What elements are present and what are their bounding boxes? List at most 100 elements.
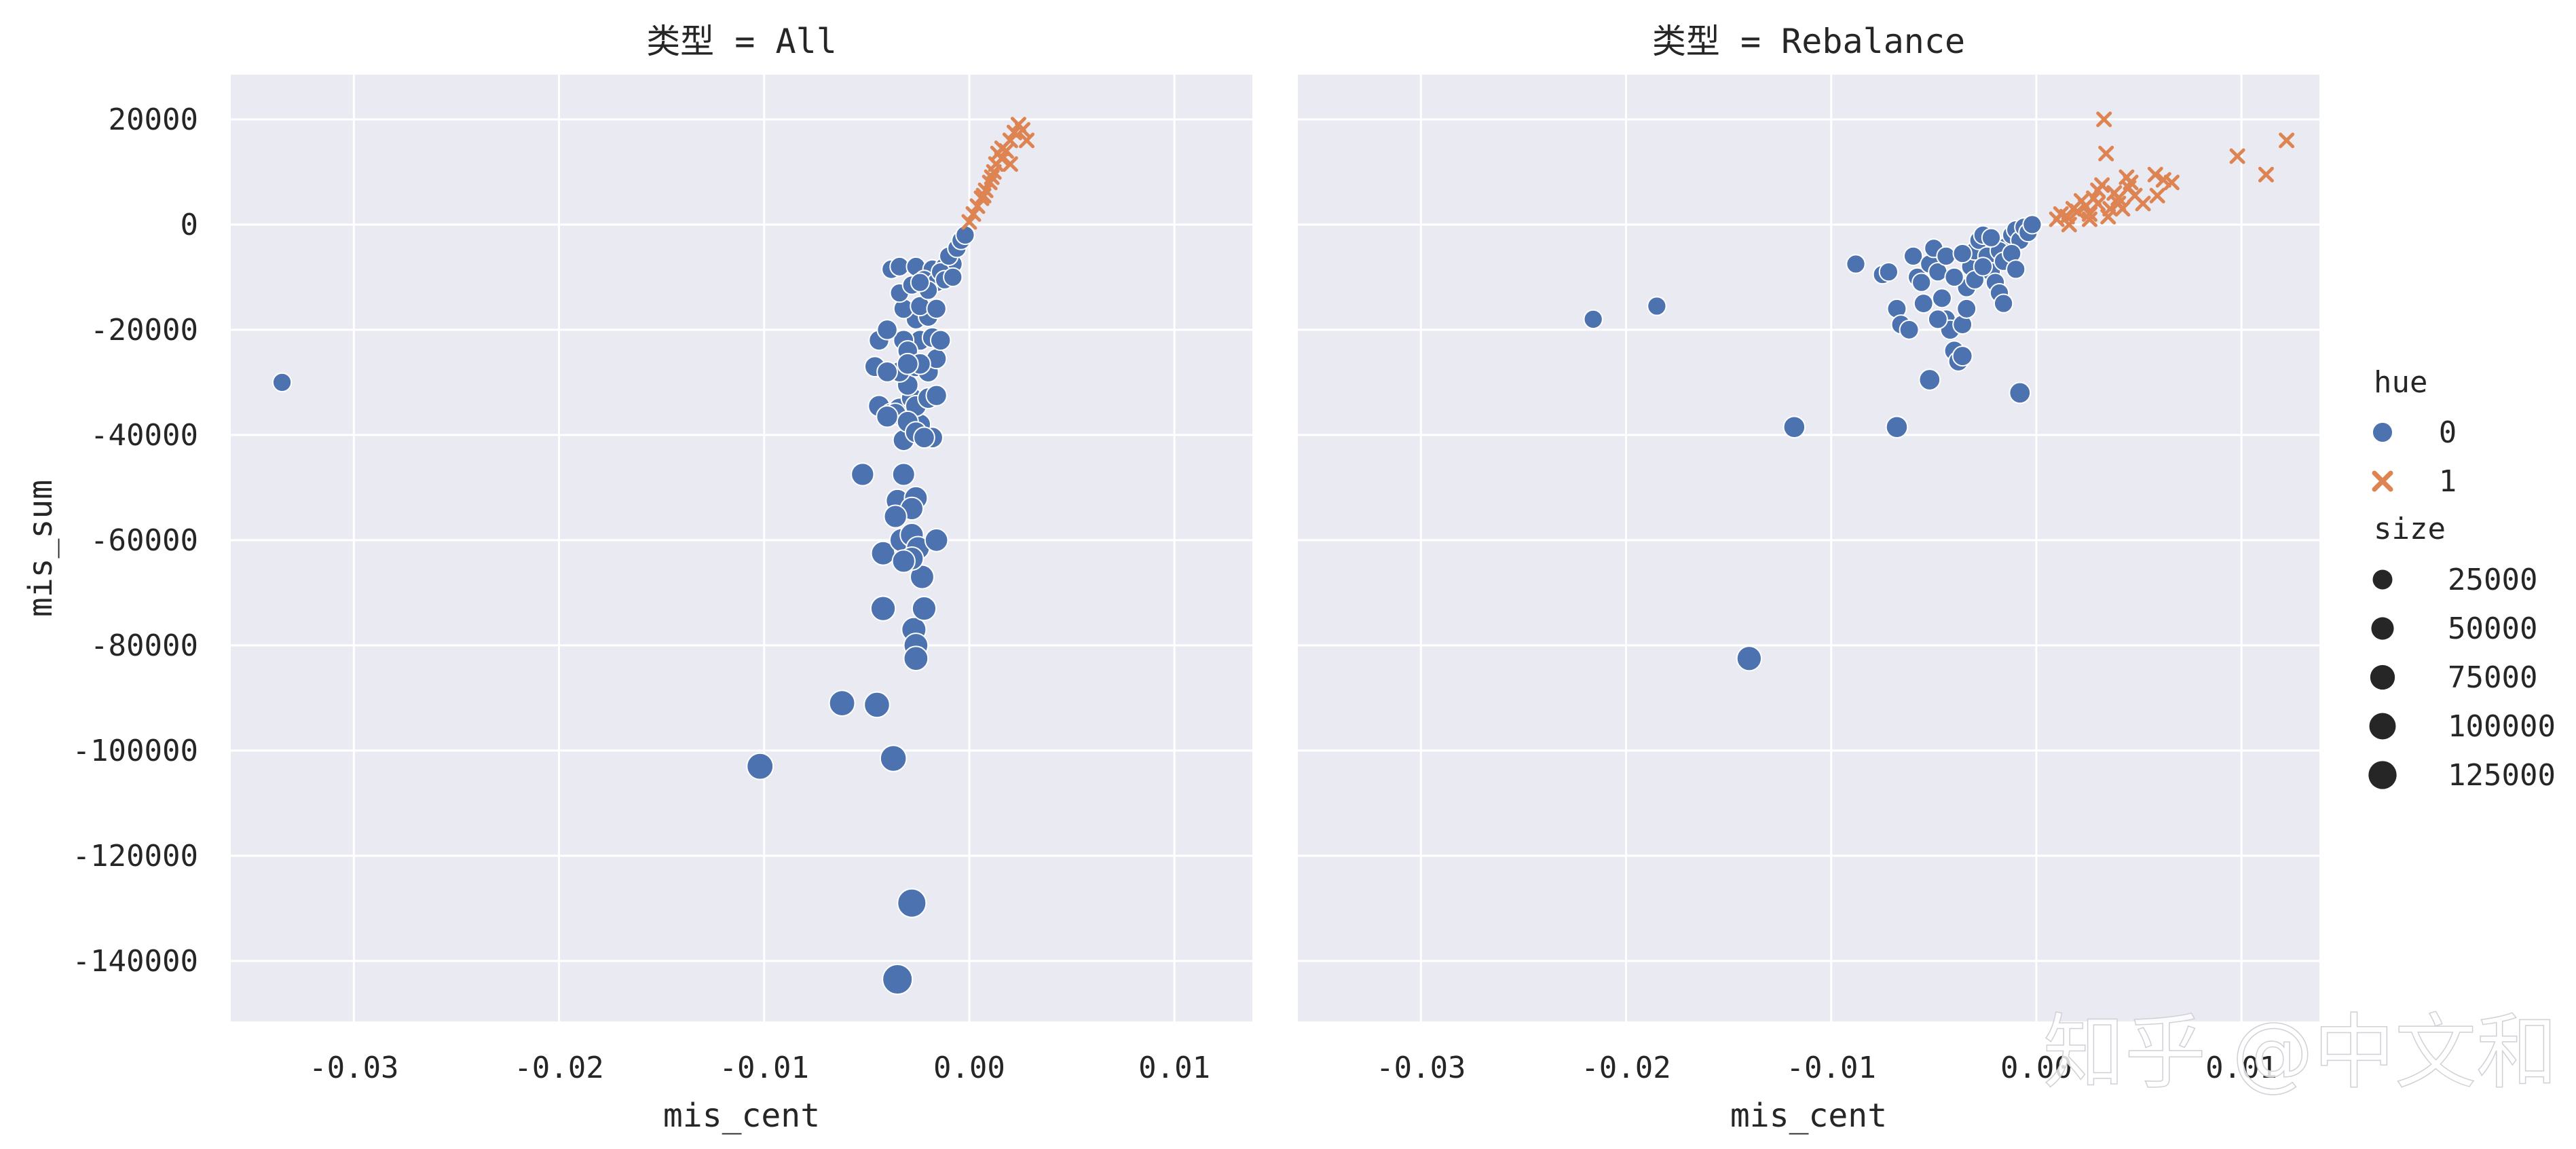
x-marker-stroke [2372, 470, 2393, 492]
x-tick-label: -0.02 [514, 1051, 603, 1085]
data-point-hue-0 [1952, 243, 1973, 264]
data-point-hue-0 [876, 319, 898, 341]
y-tick-label: -140000 [73, 944, 198, 979]
grid-lines [231, 75, 1252, 1021]
x-marker-stroke [2069, 204, 2085, 219]
x-tick-label: -0.03 [309, 1051, 398, 1085]
facet-title: 类型 = Rebalance [1652, 22, 1965, 61]
data-point-hue-0 [1885, 415, 1909, 439]
y-tick-label: -60000 [90, 523, 198, 558]
data-point-hue-0 [1981, 227, 2002, 248]
data-point-hue-0 [1899, 319, 1920, 340]
x-marker-stroke [2121, 180, 2137, 196]
x-tick-label: -0.03 [1376, 1051, 1466, 1085]
data-point-hue-0 [879, 745, 908, 772]
legend-size-marker [2368, 761, 2397, 789]
y-tick-labels: 20000 0 -20000 -40000 -60000 -80000 -100000 -12… [73, 102, 198, 979]
x-marker-stroke [2149, 187, 2165, 204]
x-marker-stroke [2147, 166, 2163, 183]
x-tick-label: 0.01 [2205, 1051, 2277, 1085]
legend-size-marker [2370, 664, 2395, 690]
data-point-hue-0 [943, 267, 963, 288]
data-point-hue-0 [1583, 309, 1603, 330]
data-point-hue-0 [891, 549, 916, 573]
legend-size-marker [2369, 713, 2396, 740]
x-marker-stroke [1019, 132, 1035, 149]
data-point-hue-1 [2135, 195, 2151, 212]
legend-marker-hue-0 [2372, 421, 2393, 443]
data-point-hue-1 [2147, 166, 2163, 183]
legend-size-marker [2372, 569, 2393, 590]
legend-size-label: 75000 [2448, 660, 2537, 695]
data-point-hue-0 [876, 360, 899, 383]
x-marker-stroke [1006, 124, 1022, 140]
data-point-hue-0 [1927, 309, 1948, 330]
plot-area [231, 75, 1252, 1021]
watermark-text: 知乎 @中文和 [2043, 1006, 2558, 1100]
y-tick-label: -100000 [73, 734, 198, 768]
x-marker-stroke [2090, 183, 2106, 198]
legend-size-items: 25000 50000 75000 100000 125000 [2368, 563, 2556, 793]
x-marker-stroke [961, 214, 977, 230]
data-point-hue-1 [2069, 204, 2085, 219]
x-marker-stroke [2090, 195, 2106, 212]
data-point-hue-1 [1019, 132, 1035, 149]
x-tick-labels: -0.03 -0.02 -0.01 0.00 0.01 [1376, 1051, 2277, 1085]
data-point-hue-0 [896, 352, 919, 375]
y-axis-label: mis_sum [22, 480, 60, 617]
x-marker-stroke [2127, 187, 2143, 204]
data-point-hue-1 [2090, 195, 2106, 212]
data-point-hue-1 [984, 169, 1000, 185]
x-marker-stroke [2258, 166, 2274, 183]
x-marker-stroke [2098, 145, 2114, 162]
legend-hue-label: 0 [2439, 415, 2457, 450]
y-tick-label: -40000 [90, 418, 198, 453]
data-point-hue-0 [1913, 293, 1934, 314]
y-tick-label: 0 [181, 208, 199, 242]
data-point-hue-0 [1911, 272, 1932, 293]
data-point-hue-1 [2082, 211, 2098, 227]
legend-hue-items: 01 [2372, 415, 2457, 499]
data-point-hue-0 [876, 404, 899, 428]
legend-size-label: 50000 [2448, 611, 2537, 646]
data-point-hue-1 [1006, 124, 1022, 140]
x-marker-stroke [2096, 111, 2112, 128]
x-marker-stroke [2163, 174, 2180, 191]
data-point-hue-0 [955, 225, 975, 246]
x-marker-stroke [994, 140, 1010, 156]
data-point-hue-0 [1973, 257, 1994, 277]
data-point-hue-0 [2009, 381, 2032, 404]
data-point-hue-0 [1993, 293, 2014, 314]
x-tick-label: -0.02 [1581, 1051, 1670, 1085]
data-point-hue-0 [1918, 369, 1941, 391]
data-point-hue-1 [2096, 111, 2112, 128]
data-point-hue-1 [965, 206, 982, 222]
data-point-hue-1 [961, 214, 977, 230]
y-tick-label: -80000 [90, 628, 198, 663]
data-points [272, 117, 1035, 995]
x-tick-label: -0.01 [1787, 1051, 1876, 1085]
facet-title: 类型 = All [646, 22, 837, 61]
data-point-hue-0 [1936, 246, 1956, 267]
data-point-hue-1 [2061, 216, 2077, 233]
legend-size-label: 100000 [2448, 709, 2556, 744]
legend-hue-title: hue [2374, 365, 2427, 400]
data-point-hue-0 [903, 645, 929, 672]
data-point-hue-0 [828, 690, 856, 717]
x-marker-stroke [2279, 132, 2295, 149]
data-point-hue-0 [1647, 296, 1667, 316]
data-point-hue-1 [1002, 156, 1018, 172]
x-axis-label: mis_cent [663, 1097, 820, 1135]
data-point-hue-0 [2006, 259, 2026, 280]
data-point-hue-1 [2279, 132, 2295, 149]
x-tick-labels: -0.03 -0.02 -0.01 0.00 0.01 [309, 1051, 1210, 1085]
data-point-hue-0 [926, 298, 947, 320]
plot-area [1298, 75, 2319, 1021]
data-point-hue-0 [1944, 267, 1964, 288]
y-tick-label: -20000 [90, 313, 198, 347]
data-point-hue-0 [1782, 415, 1806, 439]
x-marker-stroke [2061, 216, 2077, 233]
